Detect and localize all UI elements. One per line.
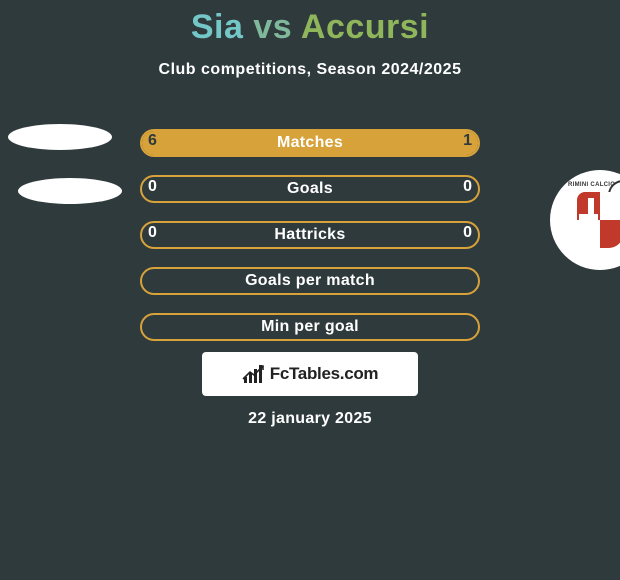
title-player-left: Sia <box>191 8 244 46</box>
decorative-ellipse <box>18 178 122 204</box>
stat-bar: Hattricks <box>140 221 480 249</box>
stat-bar: Goals <box>140 175 480 203</box>
stat-value-left: 0 <box>148 178 157 196</box>
subtitle: Club competitions, Season 2024/2025 <box>0 61 620 79</box>
date-line: 22 january 2025 <box>0 410 620 428</box>
title-player-right: Accursi <box>301 8 429 46</box>
brand-box: FcTables.com <box>202 352 418 396</box>
infographic-container: Sia vs Accursi Club competitions, Season… <box>0 0 620 580</box>
stat-row: Min per goal <box>0 304 620 350</box>
club-logo-inner: RIMINI CALCIO <box>560 180 620 260</box>
stat-row: Goals per match <box>0 258 620 304</box>
stat-label: Goals per match <box>245 272 375 290</box>
decorative-ellipse <box>8 124 112 150</box>
stat-value-right: 0 <box>463 178 472 196</box>
title-vs: vs <box>253 8 292 46</box>
stat-row: Hattricks 0 0 <box>0 212 620 258</box>
club-logo-text: RIMINI CALCIO <box>568 182 615 188</box>
stat-bar: Min per goal <box>140 313 480 341</box>
stat-bar: Goals per match <box>140 267 480 295</box>
club-logo: RIMINI CALCIO <box>550 170 620 270</box>
stat-value-left: 6 <box>148 132 157 150</box>
stat-label: Goals <box>287 180 333 198</box>
stat-rows: Matches 6 1 Goals 0 0 Hattricks 0 0 Goals per mat… <box>0 120 620 350</box>
stat-bar: Matches <box>140 129 480 157</box>
brand-text: FcTables.com <box>270 364 379 384</box>
stat-label: Matches <box>277 134 343 152</box>
page-title: Sia vs Accursi <box>0 0 620 47</box>
stat-label: Hattricks <box>274 226 345 244</box>
stat-value-right: 0 <box>463 224 472 242</box>
stat-label: Min per goal <box>261 318 359 336</box>
stat-value-left: 0 <box>148 224 157 242</box>
stat-value-right: 1 <box>463 132 472 150</box>
bar-chart-icon <box>242 365 264 383</box>
shield-icon <box>577 192 620 248</box>
